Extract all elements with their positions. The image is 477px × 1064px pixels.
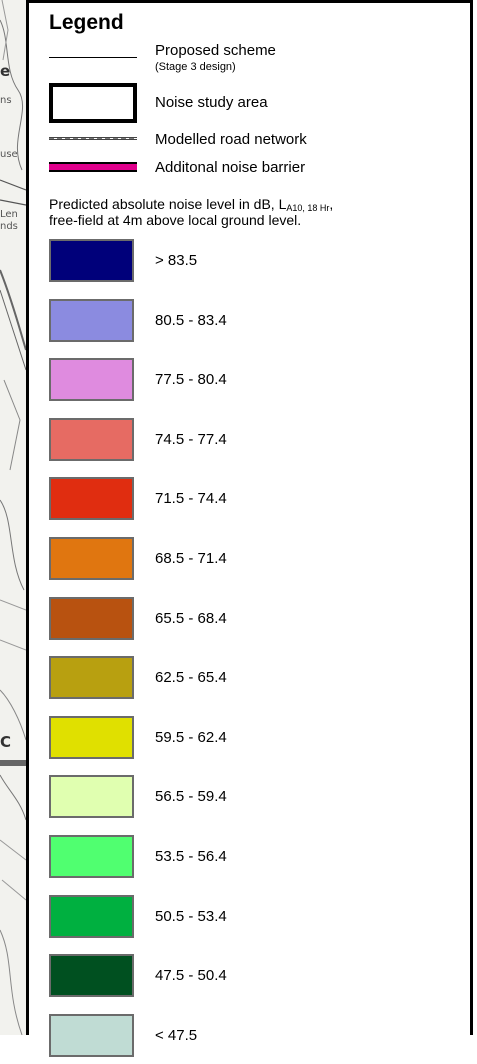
noise-class-row: 47.5 - 50.4 [29,954,469,1004]
noise-class-row: 74.5 - 77.4 [29,418,469,468]
noise-class-label: 74.5 - 77.4 [155,431,227,448]
noise-class-label: 71.5 - 74.4 [155,490,227,507]
legend-item-label: Noise study area [155,94,268,111]
map-place-label: nds [0,221,18,232]
noise-class-row: 71.5 - 74.4 [29,477,469,527]
noise-class-row: 68.5 - 71.4 [29,537,469,587]
noise-class-swatch [49,537,134,580]
map-place-label: Len [0,209,18,220]
noise-class-swatch [49,835,134,878]
noise-class-swatch [49,1014,134,1057]
map-place-label: C [0,733,12,751]
legend-item-noise-barrier: Additonal noise barrier [29,159,469,179]
legend-item-proposed-scheme: Proposed scheme (Stage 3 design) [29,41,469,81]
road-network-line-symbol [49,137,137,140]
noise-class-label: 59.5 - 62.4 [155,729,227,746]
legend-title: Legend [49,11,124,34]
noise-class-swatch [49,418,134,461]
caption-suffix: , [329,196,334,212]
legend-item-label: Additonal noise barrier [155,159,306,176]
noise-class-swatch [49,299,134,342]
noise-level-caption: Predicted absolute noise level in dB, LA… [49,196,469,228]
map-place-label: e [0,62,11,80]
noise-class-label: 62.5 - 65.4 [155,669,227,686]
noise-class-label: 50.5 - 53.4 [155,908,227,925]
noise-class-swatch [49,895,134,938]
map-place-label: ns [0,95,12,106]
noise-class-swatch [49,775,134,818]
map-linework [0,0,26,1035]
noise-class-label: > 83.5 [155,252,198,269]
noise-class-row: 50.5 - 53.4 [29,895,469,945]
noise-class-row: 53.5 - 56.4 [29,835,469,885]
noise-class-swatch [49,716,134,759]
noise-class-swatch [49,954,134,997]
legend-item-sublabel: (Stage 3 design) [155,61,236,73]
map-background-strip: e ns use Len nds C [0,0,26,1035]
noise-class-row: 56.5 - 59.4 [29,775,469,825]
noise-class-label: 77.5 - 80.4 [155,371,227,388]
noise-class-label: 65.5 - 68.4 [155,610,227,627]
noise-class-row: 80.5 - 83.4 [29,299,469,349]
legend-item-noise-study-area: Noise study area [29,83,469,125]
caption-line-2: free-field at 4m above local ground leve… [49,212,302,228]
noise-class-swatch [49,477,134,520]
legend-item-label: Proposed scheme [155,42,276,59]
map-place-label: use [0,149,18,160]
noise-class-row: 59.5 - 62.4 [29,716,469,766]
caption-prefix: Predicted absolute noise level in dB, L [49,196,287,212]
noise-class-label: 53.5 - 56.4 [155,848,227,865]
noise-class-label: 47.5 - 50.4 [155,967,227,984]
noise-class-row: 77.5 - 80.4 [29,358,469,408]
noise-class-swatch [49,597,134,640]
noise-class-row: 62.5 - 65.4 [29,656,469,706]
noise-barrier-line-symbol [49,162,137,172]
noise-class-swatch [49,358,134,401]
noise-study-area-box-symbol [49,83,137,123]
legend-item-label: Modelled road network [155,131,307,148]
noise-class-row: < 47.5 [29,1014,469,1064]
noise-class-swatch [49,239,134,282]
legend-panel: Legend Proposed scheme (Stage 3 design) … [26,0,473,1057]
caption-subscript: A10, 18 Hr [286,203,330,213]
noise-class-label: 80.5 - 83.4 [155,312,227,329]
proposed-scheme-line-symbol [49,57,137,58]
noise-class-row: > 83.5 [29,239,469,289]
noise-class-label: 68.5 - 71.4 [155,550,227,567]
noise-class-label: 56.5 - 59.4 [155,788,227,805]
noise-class-label: < 47.5 [155,1027,198,1044]
noise-class-row: 65.5 - 68.4 [29,597,469,647]
noise-class-swatch [49,656,134,699]
legend-item-modelled-road-network: Modelled road network [29,131,469,151]
